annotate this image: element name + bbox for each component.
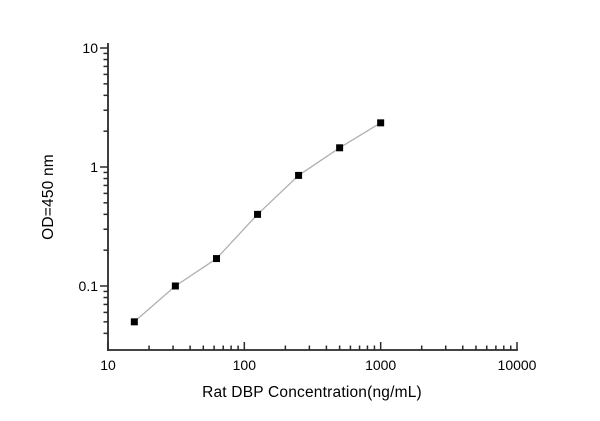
axis-ticks (100, 47, 518, 350)
axes (107, 43, 518, 351)
data-point-marker (295, 171, 303, 179)
data-point-marker (213, 255, 221, 263)
x-tick-label: 10 (100, 357, 116, 373)
data-point-marker (336, 144, 344, 152)
axis-tick-labels: 10 100 1000 10000 0.1 1 10 (79, 40, 537, 373)
series-line (133, 122, 382, 323)
y-axis-title: OD=450 nm (40, 154, 57, 240)
x-tick-label: 1000 (365, 357, 396, 373)
x-tick-label: 10000 (498, 357, 537, 373)
y-tick-label: 1 (90, 159, 98, 175)
x-tick-label: 100 (233, 357, 257, 373)
x-axis-title: Rat DBP Concentration(ng/mL) (202, 384, 422, 401)
data-point-marker (171, 282, 179, 290)
data-point-marker (130, 318, 138, 326)
data-series (130, 119, 385, 326)
data-point-marker (377, 119, 385, 127)
y-tick-label: 10 (82, 40, 98, 56)
data-point-marker (254, 210, 262, 218)
y-tick-label: 0.1 (79, 278, 99, 294)
